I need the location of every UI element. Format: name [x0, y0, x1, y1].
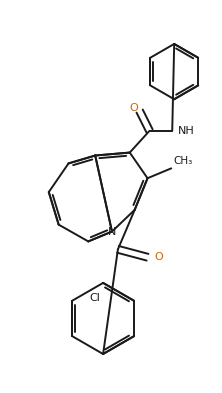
Text: NH: NH	[178, 126, 195, 136]
Text: Cl: Cl	[90, 293, 101, 303]
Text: O: O	[155, 252, 163, 262]
Text: N: N	[108, 226, 116, 237]
Text: O: O	[129, 103, 138, 113]
Text: CH₃: CH₃	[173, 156, 192, 166]
